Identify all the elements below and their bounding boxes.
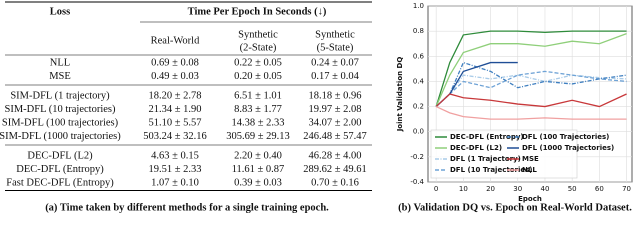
y-tick-label: 0.6 (413, 52, 425, 60)
y-tick-label: 0.4 (413, 77, 425, 85)
cell: 46.28 ± 4.00 (308, 150, 361, 161)
column-header: Real-World (151, 35, 200, 46)
legend-label: DFL (1000 Trajectories) (522, 144, 614, 152)
column-header: Synthetic (315, 29, 355, 40)
series-line (435, 30, 627, 107)
series-line (435, 33, 627, 107)
cell: 503.24 ± 32.16 (143, 131, 207, 142)
legend-label: DFL (10 Trajectories) (450, 166, 532, 174)
page: Loss Time Per Epoch In Seconds (↓) Real-Wo… (0, 1, 633, 213)
cell: 34.07 ± 2.00 (308, 117, 361, 128)
cell: 0.17 ± 0.04 (311, 71, 360, 82)
cell: 0.24 ± 0.07 (311, 57, 359, 68)
cell: 14.38 ± 2.33 (231, 117, 284, 128)
legend-label: DEC-DFL (Entropy) (450, 133, 524, 141)
row-label: DEC-DFL (L2) (27, 150, 93, 161)
cell: 6.51 ± 1.01 (234, 90, 282, 101)
cell: 11.61 ± 0.87 (232, 164, 285, 175)
column-header: (5-State) (317, 42, 354, 53)
header-group: Time Per Epoch In Seconds (↓) (188, 6, 327, 17)
cell: 289.62 ± 49.61 (303, 164, 367, 175)
caption: (b) Validation DQ vs. Epoch on Real-Worl… (398, 202, 632, 213)
cell: 8.83 ± 1.77 (234, 104, 282, 115)
x-tick-label: 20 (486, 185, 495, 193)
x-tick-label: 40 (540, 185, 549, 193)
caption: (a) Time taken by different methods for … (45, 202, 329, 213)
y-tick-label: 0.8 (413, 27, 424, 35)
cell: 19.51 ± 2.33 (148, 164, 201, 175)
x-tick-label: 10 (459, 185, 468, 193)
row-label: DEC-DFL (Entropy) (16, 164, 104, 175)
legend-label: DFL (1 Trajectory) (450, 155, 521, 163)
row-label: NLL (50, 57, 70, 68)
series-line (435, 70, 627, 108)
series-line (435, 61, 627, 108)
cell: 305.69 ± 29.13 (226, 131, 290, 142)
legend-label: DFL (100 Trajectories) (522, 133, 609, 141)
cell: 246.48 ± 57.47 (303, 131, 367, 142)
cell: 0.22 ± 0.05 (234, 57, 282, 68)
x-axis-label: Epoch (518, 195, 542, 203)
y-tick-label: 0.0 (413, 128, 424, 136)
cell: 0.49 ± 0.03 (151, 71, 199, 82)
row-label: Fast DEC-DFL (Entropy) (6, 177, 114, 188)
x-tick-label: 70 (622, 185, 631, 193)
cell: 51.10 ± 5.57 (148, 117, 201, 128)
cell: 18.18 ± 0.96 (308, 90, 361, 101)
y-tick-label: -0.2 (410, 153, 424, 161)
cell: 0.39 ± 0.03 (234, 177, 282, 188)
y-tick-label: 1.0 (413, 2, 424, 10)
series-line (435, 105, 627, 120)
legend-box (430, 129, 578, 179)
y-axis-label: Joint Validation DQ (396, 57, 404, 133)
series-line (435, 93, 627, 108)
row-label: SIM-DFL (1000 trajectories) (0, 131, 121, 142)
header-loss: Loss (50, 6, 70, 17)
cell: 4.63 ± 0.15 (151, 150, 199, 161)
legend-label: DEC-DFL (L2) (450, 144, 502, 152)
column-header: Synthetic (238, 29, 278, 40)
x-tick-label: 0 (434, 185, 438, 193)
cell: 19.97 ± 2.08 (308, 104, 361, 115)
column-header: (2-State) (240, 42, 277, 53)
cell: 0.20 ± 0.05 (234, 71, 282, 82)
cell: 0.70 ± 0.16 (311, 177, 359, 188)
row-label: SIM-DFL (100 trajectories) (2, 117, 119, 128)
x-tick-label: 30 (513, 185, 522, 193)
cell: 1.07 ± 0.10 (151, 177, 199, 188)
row-label: SIM-DFL (1 trajectory) (10, 90, 110, 101)
x-tick-label: 60 (595, 185, 604, 193)
row-label: SIM-DFL (10 trajectories) (5, 104, 117, 115)
cell: 21.34 ± 1.90 (148, 104, 201, 115)
cell: 0.69 ± 0.08 (151, 57, 199, 68)
legend-label: NLL (522, 166, 537, 174)
y-tick-label: -0.4 (410, 178, 424, 186)
x-tick-label: 50 (568, 185, 577, 193)
row-label: MSE (49, 71, 71, 82)
legend-label: MSE (522, 155, 539, 163)
cell: 18.20 ± 2.78 (148, 90, 201, 101)
cell: 2.20 ± 0.40 (234, 150, 282, 161)
y-tick-label: 0.2 (413, 103, 424, 111)
